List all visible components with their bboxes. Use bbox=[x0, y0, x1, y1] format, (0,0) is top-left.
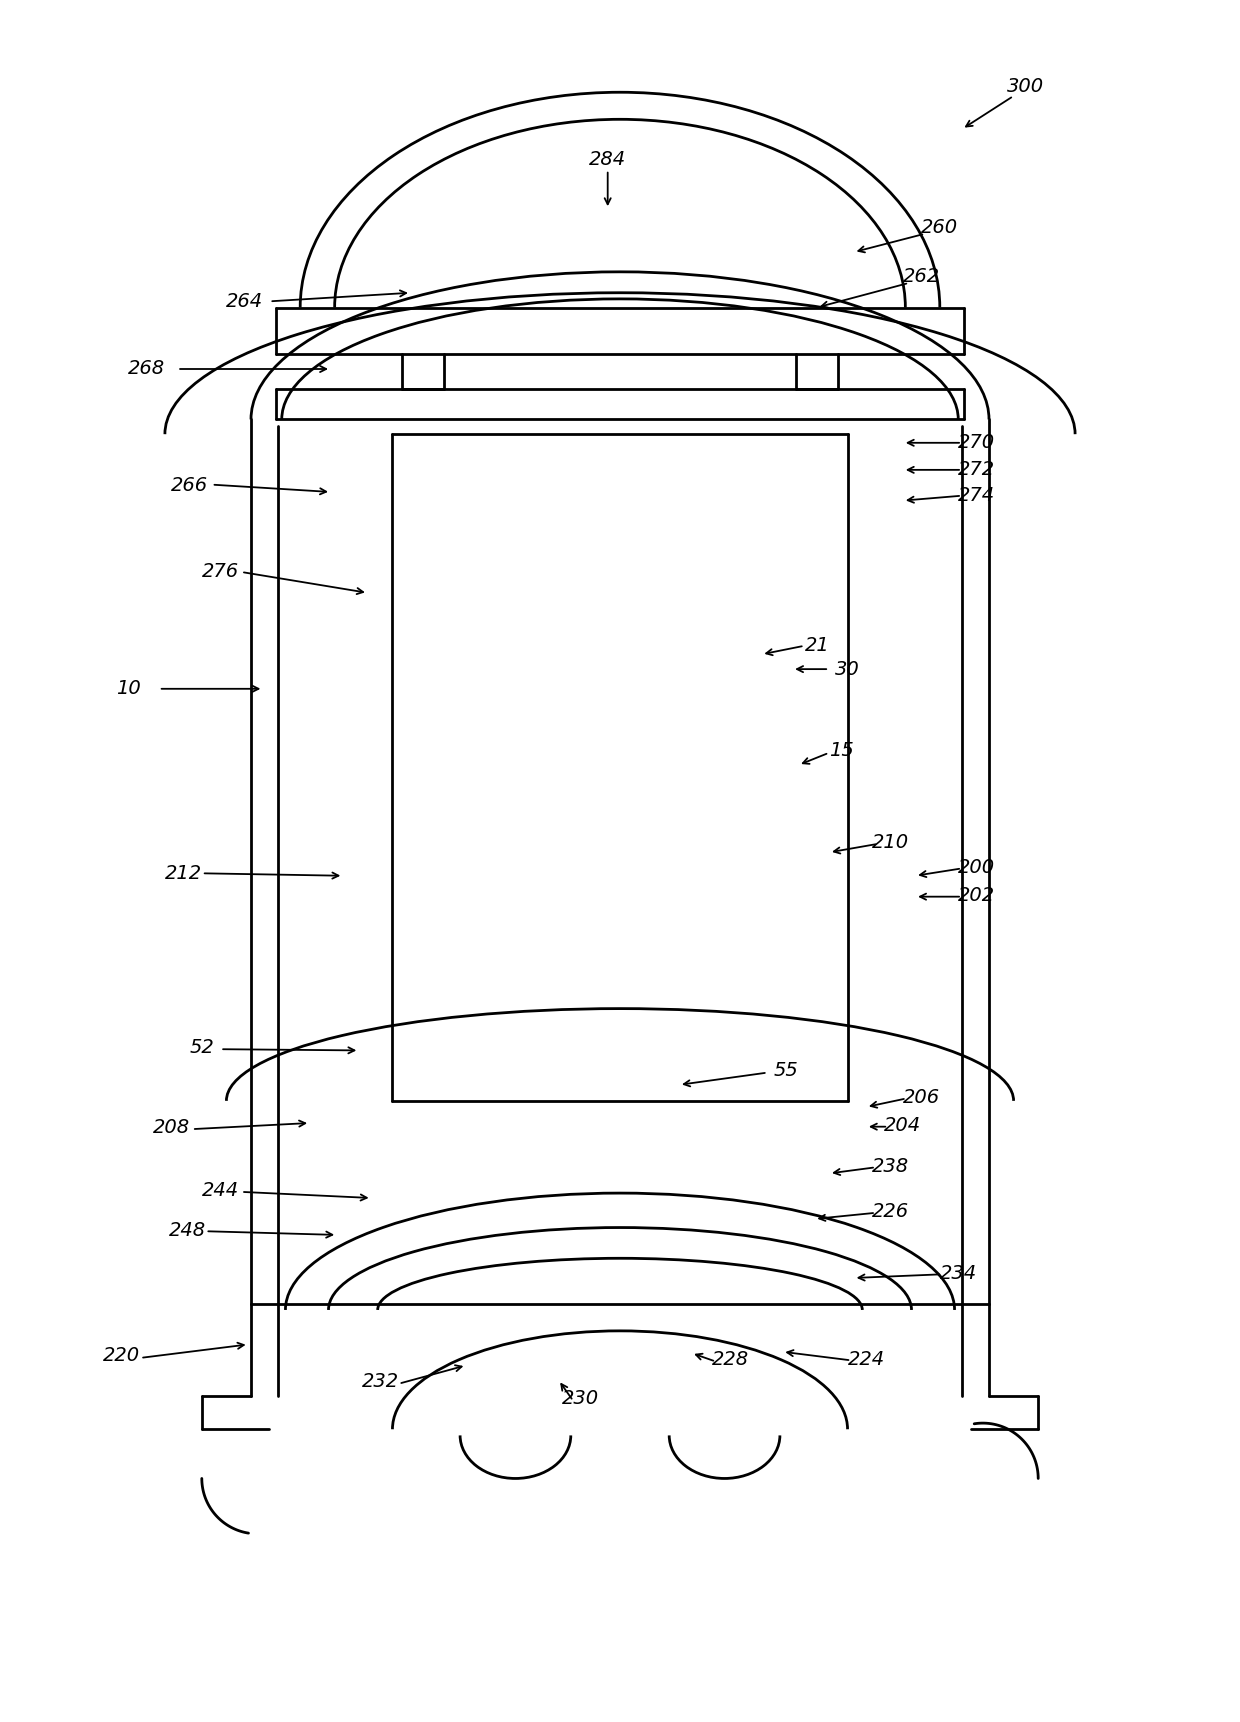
Text: 55: 55 bbox=[774, 1061, 799, 1080]
Text: 268: 268 bbox=[128, 360, 165, 379]
Text: 270: 270 bbox=[959, 434, 996, 453]
Text: 220: 220 bbox=[103, 1347, 140, 1366]
Text: 212: 212 bbox=[165, 864, 202, 883]
Text: 21: 21 bbox=[805, 635, 830, 656]
Text: 230: 230 bbox=[562, 1390, 599, 1409]
Text: 226: 226 bbox=[872, 1202, 909, 1221]
Text: 262: 262 bbox=[903, 267, 940, 286]
Text: 52: 52 bbox=[190, 1038, 215, 1057]
Text: 284: 284 bbox=[589, 150, 626, 169]
Text: 208: 208 bbox=[153, 1118, 190, 1138]
Text: 224: 224 bbox=[847, 1350, 884, 1369]
Text: 260: 260 bbox=[921, 219, 959, 238]
Text: 30: 30 bbox=[836, 660, 859, 678]
Text: 264: 264 bbox=[226, 291, 263, 312]
Text: 248: 248 bbox=[169, 1221, 206, 1240]
Text: 266: 266 bbox=[171, 477, 208, 496]
Text: 232: 232 bbox=[362, 1372, 399, 1391]
Text: 300: 300 bbox=[1007, 76, 1044, 96]
Text: 274: 274 bbox=[959, 486, 996, 505]
Text: 228: 228 bbox=[712, 1350, 749, 1369]
Text: 202: 202 bbox=[959, 885, 996, 906]
Text: 276: 276 bbox=[202, 563, 239, 582]
Text: 15: 15 bbox=[830, 740, 854, 759]
Text: 200: 200 bbox=[959, 858, 996, 876]
Text: 210: 210 bbox=[872, 833, 909, 852]
Text: 204: 204 bbox=[884, 1116, 921, 1135]
Text: 272: 272 bbox=[959, 460, 996, 479]
Text: 244: 244 bbox=[202, 1181, 239, 1200]
Text: 10: 10 bbox=[115, 678, 140, 699]
Text: 206: 206 bbox=[903, 1088, 940, 1107]
Text: 234: 234 bbox=[940, 1264, 977, 1283]
Text: 238: 238 bbox=[872, 1157, 909, 1176]
